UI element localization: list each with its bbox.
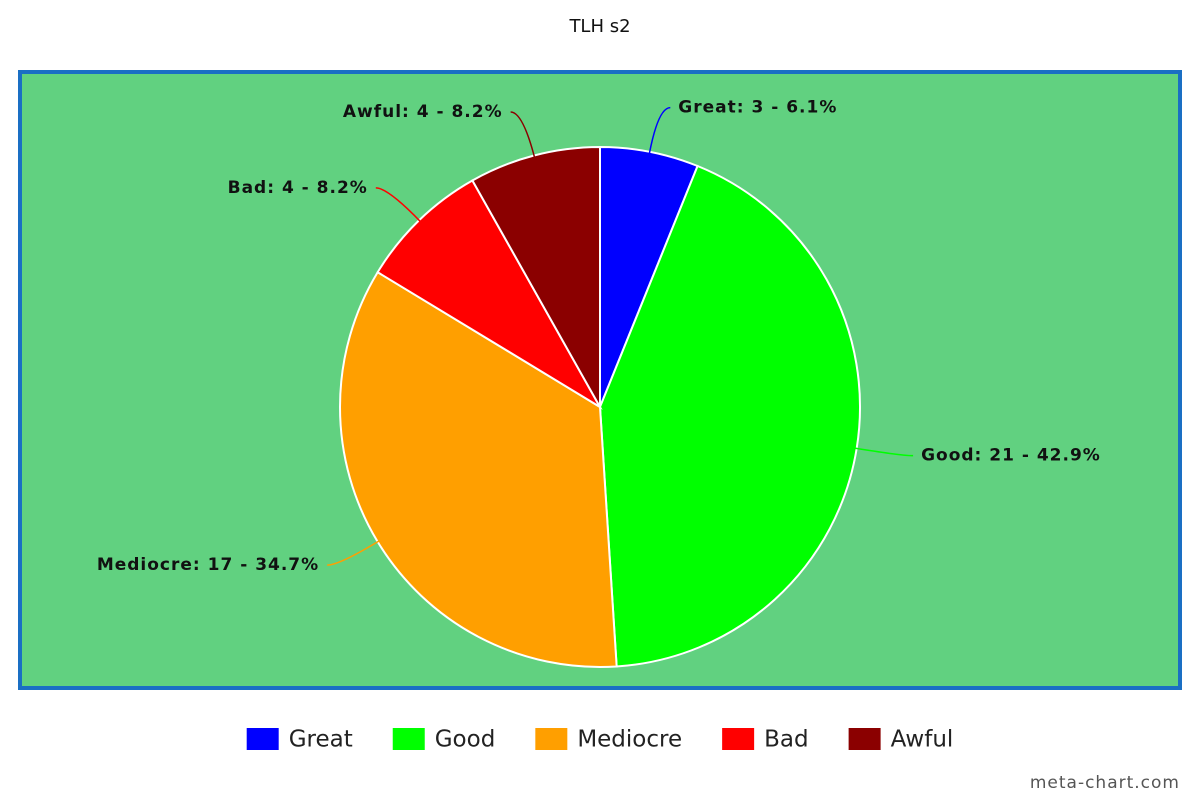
legend-swatch xyxy=(848,728,881,750)
legend-label: Awful xyxy=(891,727,954,753)
legend-label: Great xyxy=(289,727,353,753)
legend-swatch xyxy=(246,728,279,750)
credit: meta-chart.com xyxy=(1030,773,1180,793)
legend-label: Mediocre xyxy=(577,727,682,753)
leader-line xyxy=(648,106,671,154)
legend-label: Bad xyxy=(764,727,808,753)
legend-swatch xyxy=(722,728,755,750)
leader-line xyxy=(510,111,536,158)
data-label: Mediocre: 17 - 34.7% xyxy=(97,555,319,575)
leader-line xyxy=(327,540,380,566)
data-label: Bad: 4 - 8.2% xyxy=(228,178,368,198)
legend-swatch xyxy=(392,728,425,750)
legend-label: Good xyxy=(435,727,496,753)
leader-line xyxy=(375,187,422,223)
data-label: Awful: 4 - 8.2% xyxy=(343,102,503,122)
leader-line xyxy=(854,447,914,457)
legend-swatch xyxy=(535,728,568,750)
data-label: Great: 3 - 6.1% xyxy=(678,98,837,118)
chart-title: TLH s2 xyxy=(568,16,630,37)
data-label: Good: 21 - 42.9% xyxy=(921,446,1101,466)
